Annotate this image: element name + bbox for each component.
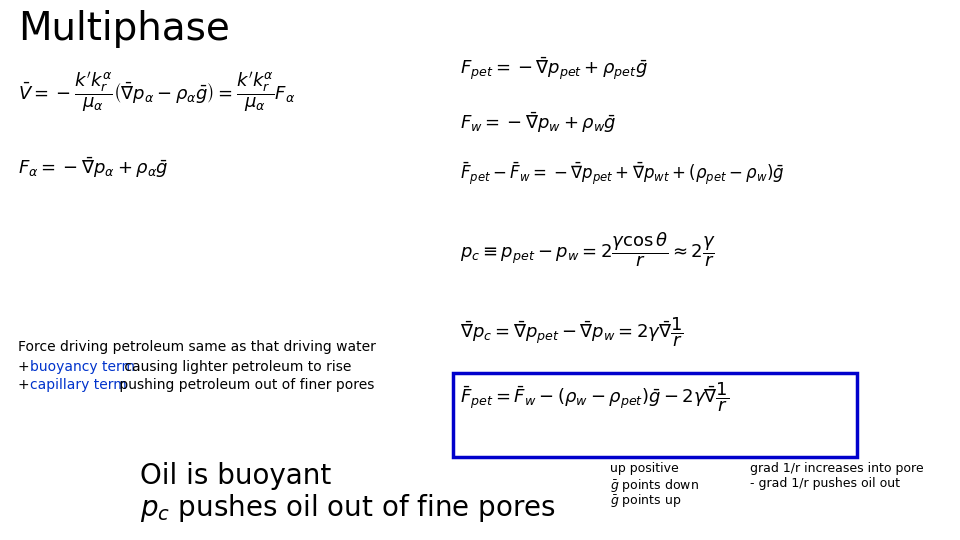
Text: $\bar{F}_{pet} = \bar{F}_w - \left(\rho_w - \rho_{pet}\right)\bar{g} - 2\gamma\b: $\bar{F}_{pet} = \bar{F}_w - \left(\rho_…	[460, 380, 730, 414]
Text: grad 1/r increases into pore: grad 1/r increases into pore	[750, 462, 924, 475]
Text: Multiphase: Multiphase	[18, 10, 229, 48]
Text: Oil is buoyant: Oil is buoyant	[140, 462, 331, 490]
Text: $F_{pet} = -\bar{\nabla}p_{pet} + \rho_{pet}\bar{g}$: $F_{pet} = -\bar{\nabla}p_{pet} + \rho_{…	[460, 55, 648, 82]
Text: +: +	[18, 360, 34, 374]
Text: $p_c$ pushes oil out of fine pores: $p_c$ pushes oil out of fine pores	[140, 492, 556, 524]
Text: pushing petroleum out of finer pores: pushing petroleum out of finer pores	[115, 378, 374, 392]
Text: $\bar{g}$ points up: $\bar{g}$ points up	[610, 492, 682, 509]
Text: causing lighter petroleum to rise: causing lighter petroleum to rise	[120, 360, 351, 374]
Text: - grad 1/r pushes oil out: - grad 1/r pushes oil out	[750, 477, 900, 490]
Text: $F_{\alpha} = -\bar{\nabla}p_{\alpha} + \rho_{\alpha}\bar{g}$: $F_{\alpha} = -\bar{\nabla}p_{\alpha} + …	[18, 155, 169, 180]
Text: up positive: up positive	[610, 462, 679, 475]
Text: $\bar{g}$ points down: $\bar{g}$ points down	[610, 477, 699, 494]
FancyBboxPatch shape	[453, 373, 857, 457]
Text: capillary term: capillary term	[30, 378, 127, 392]
Text: $p_c \equiv p_{pet} - p_w = 2\dfrac{\gamma\cos\theta}{r} \approx 2\dfrac{\gamma}: $p_c \equiv p_{pet} - p_w = 2\dfrac{\gam…	[460, 230, 715, 268]
Text: $F_w = -\bar{\nabla}p_w + \rho_w\bar{g}$: $F_w = -\bar{\nabla}p_w + \rho_w\bar{g}$	[460, 110, 616, 134]
Text: buoyancy term: buoyancy term	[30, 360, 135, 374]
Text: $\bar{F}_{pet} - \bar{F}_w = -\bar{\nabla}p_{pet} + \bar{\nabla}p_{wt} + \left(\: $\bar{F}_{pet} - \bar{F}_w = -\bar{\nabl…	[460, 160, 784, 187]
Text: $\bar{V} = -\dfrac{k^{\prime} k_r^{\alpha}}{\mu_{\alpha}}\left(\bar{\nabla}p_{\a: $\bar{V} = -\dfrac{k^{\prime} k_r^{\alph…	[18, 70, 296, 113]
Text: $\bar{\nabla}p_c = \bar{\nabla}p_{pet} - \bar{\nabla}p_w = 2\gamma\bar{\nabla}\d: $\bar{\nabla}p_c = \bar{\nabla}p_{pet} -…	[460, 315, 684, 349]
Text: Force driving petroleum same as that driving water: Force driving petroleum same as that dri…	[18, 340, 376, 354]
Text: +: +	[18, 378, 34, 392]
